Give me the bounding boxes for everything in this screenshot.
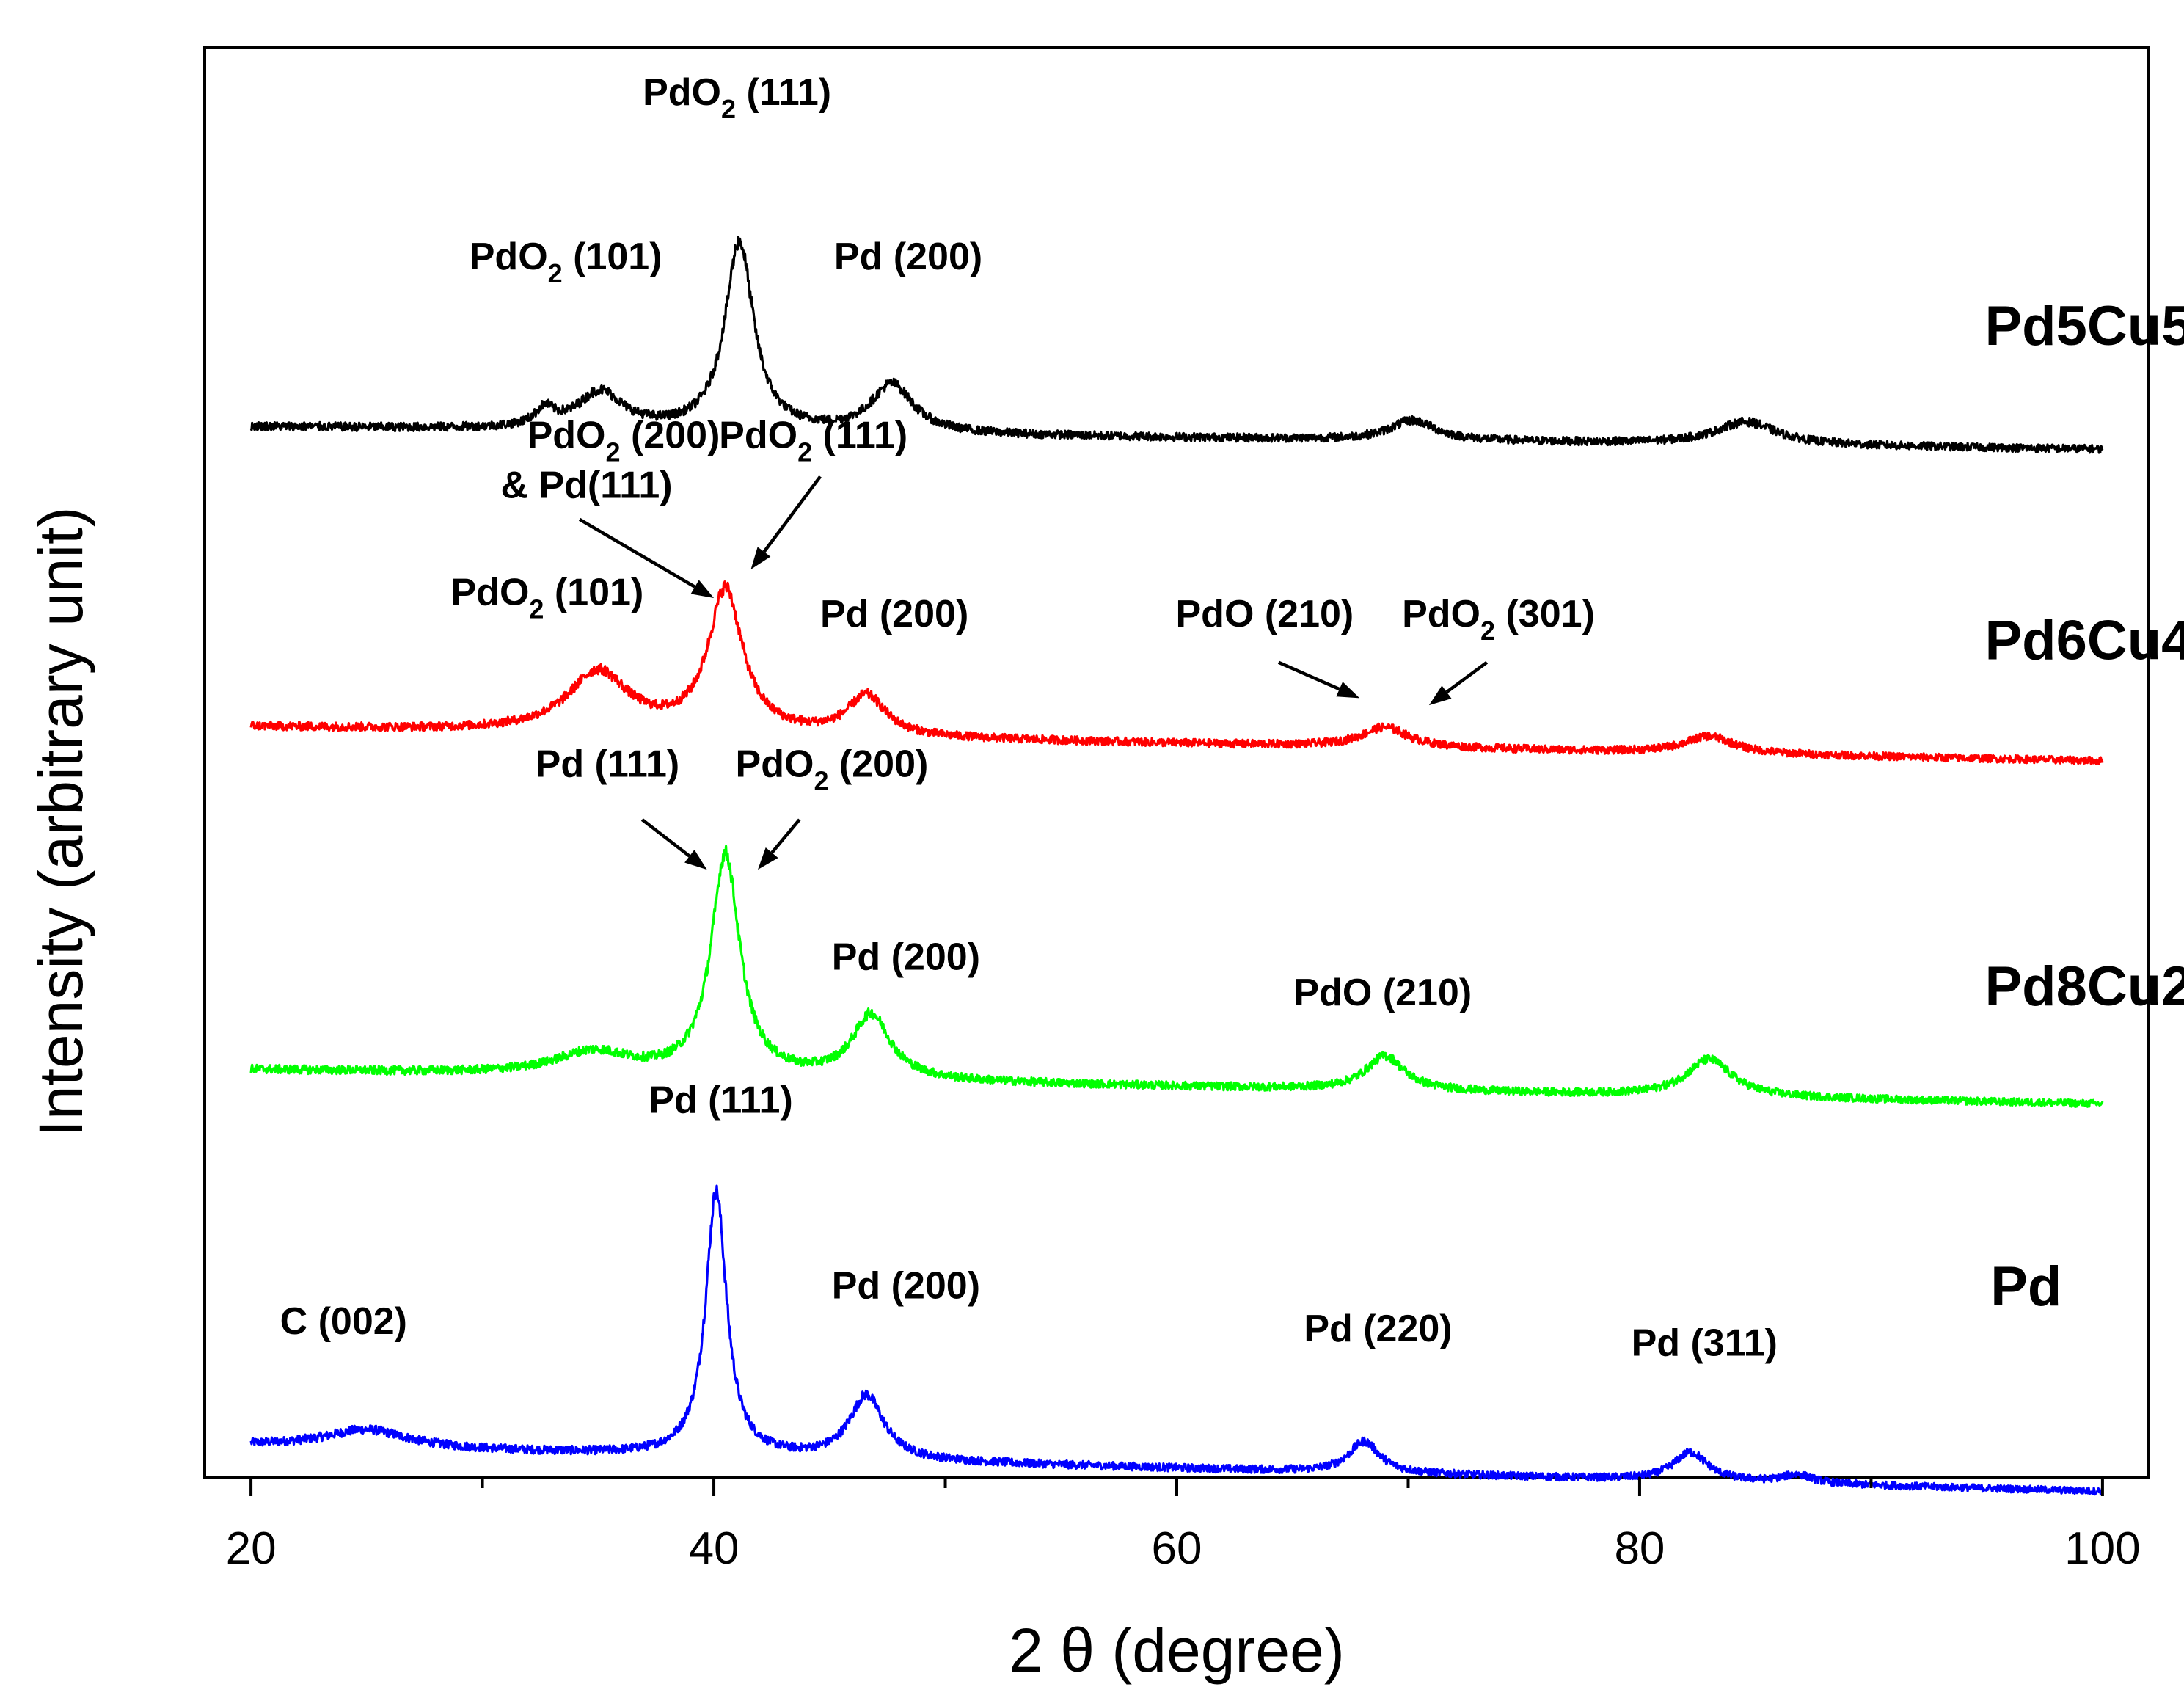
annotation-arrowhead bbox=[690, 580, 715, 598]
annotation-arrow bbox=[762, 475, 822, 553]
series-label-pd: Pd bbox=[1990, 1255, 2061, 1318]
annotation-arrow bbox=[1277, 660, 1340, 691]
peak-annotation: PdO2 (101) bbox=[451, 572, 644, 624]
annotation-arrow bbox=[640, 818, 691, 858]
peak-annotation: Pd (111) bbox=[536, 743, 680, 785]
peak-annotation: Pd (200) bbox=[832, 1265, 980, 1308]
peak-annotation: Pd (200) bbox=[834, 236, 982, 278]
series-label-pd8cu2: Pd8Cu2 bbox=[1984, 955, 2184, 1018]
series-line-pd8cu2 bbox=[249, 845, 2104, 1108]
peak-annotation: Pd (111) bbox=[649, 1079, 793, 1121]
peak-annotation: & Pd(111) bbox=[500, 464, 672, 507]
peak-annotation: PdO2 (111) bbox=[643, 71, 831, 124]
annotation-arrowhead bbox=[1428, 685, 1452, 706]
x-tick-label: 100 bbox=[2064, 1523, 2140, 1574]
series-line-pd6cu4 bbox=[249, 580, 2104, 765]
annotation-arrow bbox=[770, 818, 801, 854]
peak-annotation: Pd (200) bbox=[820, 593, 968, 635]
annotation-arrowhead bbox=[750, 547, 771, 570]
series-line-pd5cu5 bbox=[249, 236, 2104, 454]
series-layer bbox=[249, 236, 2104, 1496]
series-line-pd bbox=[249, 1184, 2104, 1496]
peak-annotation: C (002) bbox=[280, 1300, 407, 1343]
peak-annotation: PdO2 (200) bbox=[527, 414, 720, 467]
x-tick-label: 40 bbox=[689, 1523, 739, 1574]
arrow-layer bbox=[578, 475, 1489, 870]
annotation-arrow bbox=[1445, 660, 1489, 694]
series-label-layer: Pd5Cu5 Pd6Cu4 Pd8Cu2 Pd bbox=[1984, 295, 2184, 1318]
x-tick-label: 20 bbox=[226, 1523, 277, 1574]
peak-annotation: PdO (210) bbox=[1293, 972, 1472, 1014]
peak-annotation: PdO (210) bbox=[1176, 593, 1354, 635]
annotation-arrowhead bbox=[1336, 682, 1360, 699]
annotation-arrowhead bbox=[757, 847, 778, 870]
annotation-arrow bbox=[578, 517, 696, 588]
x-axis-ticks: 20 40 60 80 100 bbox=[226, 1477, 2141, 1574]
y-axis-title: Intensity (arbitrary unit) bbox=[26, 507, 95, 1137]
peak-annotation: Pd (200) bbox=[832, 936, 980, 978]
series-label-pd6cu4: Pd6Cu4 bbox=[1984, 610, 2184, 672]
x-tick-label: 60 bbox=[1152, 1523, 1202, 1574]
series-label-pd5cu5: Pd5Cu5 bbox=[1984, 295, 2184, 357]
peak-annotation: PdO2 (111) bbox=[719, 414, 907, 467]
x-axis-title: 2 θ (degree) bbox=[1009, 1616, 1345, 1685]
annotation-arrowhead bbox=[684, 850, 707, 870]
peak-annotation: PdO2 (301) bbox=[1402, 593, 1595, 646]
peak-annotation: Pd (311) bbox=[1632, 1322, 1778, 1364]
annotation-layer: PdO2 (111)PdO2 (101) Pd (200)PdO2 (200)& … bbox=[280, 71, 1778, 1365]
peak-annotation: PdO2 (200) bbox=[736, 743, 929, 795]
peak-annotation: PdO2 (101) bbox=[470, 236, 662, 288]
peak-annotation: Pd (220) bbox=[1304, 1308, 1452, 1350]
x-tick-label: 80 bbox=[1614, 1523, 1665, 1574]
